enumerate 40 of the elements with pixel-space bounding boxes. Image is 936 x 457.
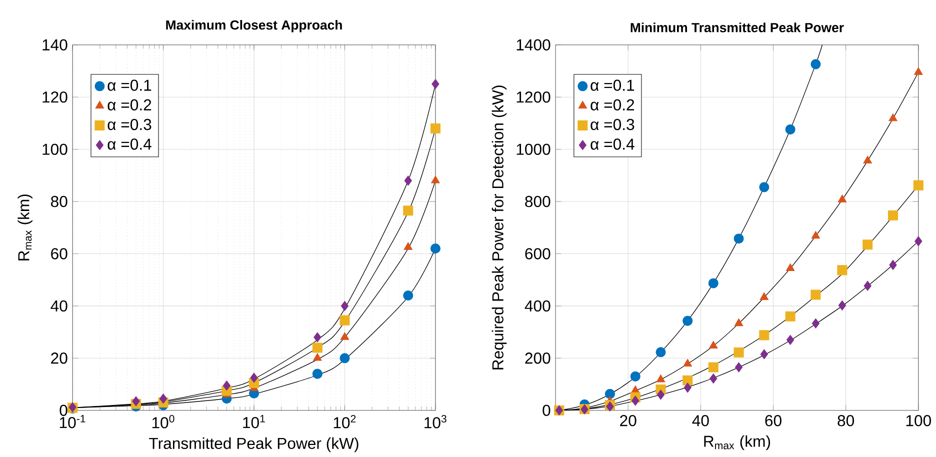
y-tick-label: 200 [525, 352, 550, 364]
y-tick-label: 40 [50, 300, 68, 312]
x-tick-label: 80 [838, 415, 854, 426]
x-tick-label: 10$^{1}$ [243, 415, 265, 428]
legend-label: α =0.2 [108, 100, 152, 111]
y-tick-label: 140 [42, 40, 68, 51]
x-tick-label: 100 [906, 415, 931, 426]
legend-label: α =0.1 [108, 80, 152, 92]
x-tick-label: 10$^{0}$ [152, 415, 174, 429]
legend-label: α =0.1 [590, 80, 634, 92]
y-tick-label: 100 [42, 144, 68, 156]
x-axis-title: Transmitted Peak Power (kW) [149, 438, 358, 452]
chart-title: Minimum Transmitted Peak Power [630, 22, 844, 33]
y-tick-label: 0 [60, 405, 68, 416]
y-tick-label: 0 [542, 405, 550, 416]
legend-label: α =0.3 [108, 119, 152, 130]
x-tick-label: 60 [765, 415, 782, 426]
y-tick-label: 1200 [516, 92, 550, 103]
y-axis-title: Required Peak Power for Detection (kW) [492, 86, 507, 370]
legend-label: α =0.4 [590, 138, 634, 150]
y-tick-label: 1000 [516, 144, 550, 156]
y-tick-label: 800 [525, 196, 550, 208]
legend-label: α =0.2 [590, 100, 634, 111]
x-tick-label: 20 [620, 415, 636, 426]
y-tick-label: 120 [42, 92, 68, 103]
legend-label: α =0.4 [108, 138, 152, 150]
y-axis-title: R$_{max}$ (km) [18, 194, 32, 261]
x-axis-title: R$_{max}$ (km) [704, 436, 770, 450]
x-tick-label: 40 [692, 415, 709, 426]
x-tick-label: 10$^{3}$ [424, 415, 446, 429]
y-tick-label: 400 [524, 300, 550, 312]
chart-title: Maximum Closest Approach [166, 20, 342, 33]
y-tick-label: 80 [50, 196, 68, 208]
x-tick-label: 10$^{2}$ [334, 415, 356, 429]
y-tick-label: 60 [51, 248, 68, 260]
x-tick-label: 10$^{-1}$ [60, 415, 86, 428]
y-tick-label: 600 [525, 248, 550, 260]
legend-label: α =0.3 [590, 119, 634, 130]
y-tick-label: 1400 [516, 40, 550, 51]
y-tick-label: 20 [51, 352, 68, 364]
